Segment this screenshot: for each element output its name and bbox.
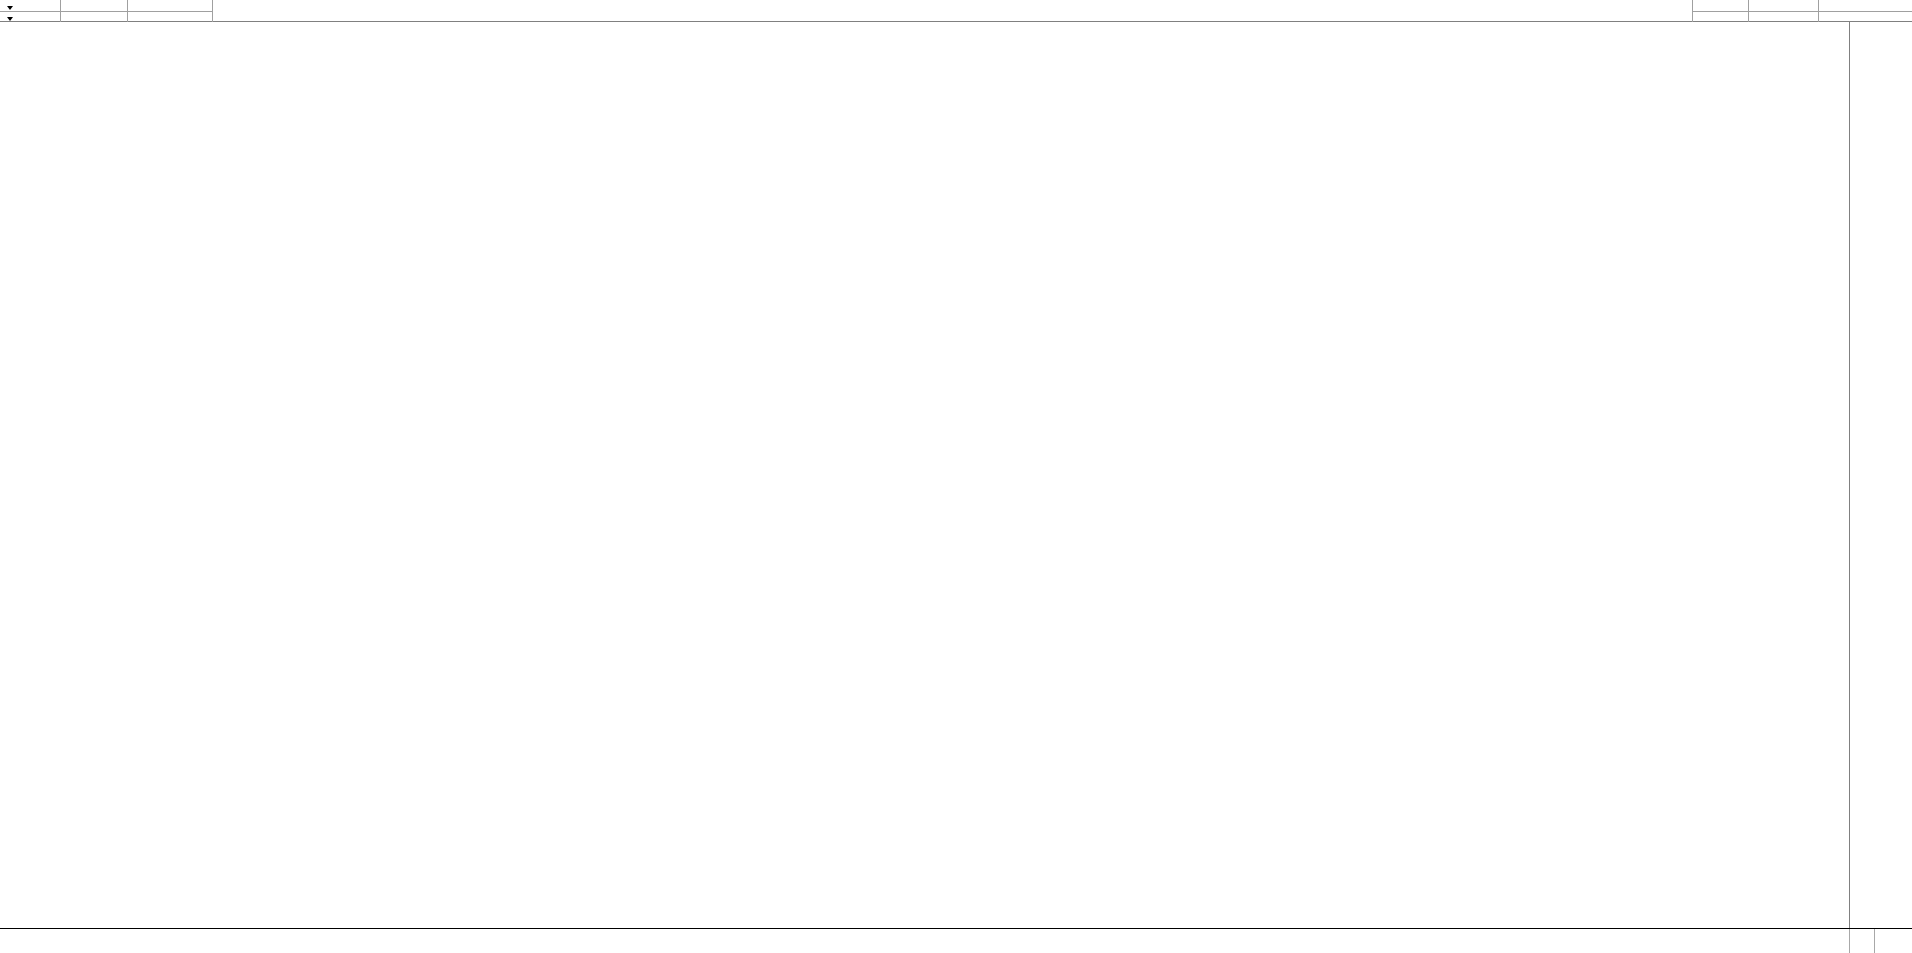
date-axis-divider	[1874, 929, 1875, 953]
date-axis[interactable]	[0, 928, 1912, 953]
chevron-down-icon[interactable]	[7, 6, 13, 11]
price-series-line	[0, 22, 1849, 928]
chevron-down-icon[interactable]	[7, 17, 13, 22]
date-axis-divider	[1849, 929, 1850, 953]
chart-header-bar	[0, 0, 1912, 22]
price-chart-plot-area[interactable]	[0, 22, 1849, 928]
timeframe-selector[interactable]	[4, 14, 13, 25]
price-axis[interactable]	[1849, 22, 1912, 928]
header-divider	[0, 11, 212, 12]
bars-count-selector[interactable]	[4, 3, 13, 14]
header-divider	[212, 0, 213, 22]
header-divider	[1692, 11, 1912, 12]
